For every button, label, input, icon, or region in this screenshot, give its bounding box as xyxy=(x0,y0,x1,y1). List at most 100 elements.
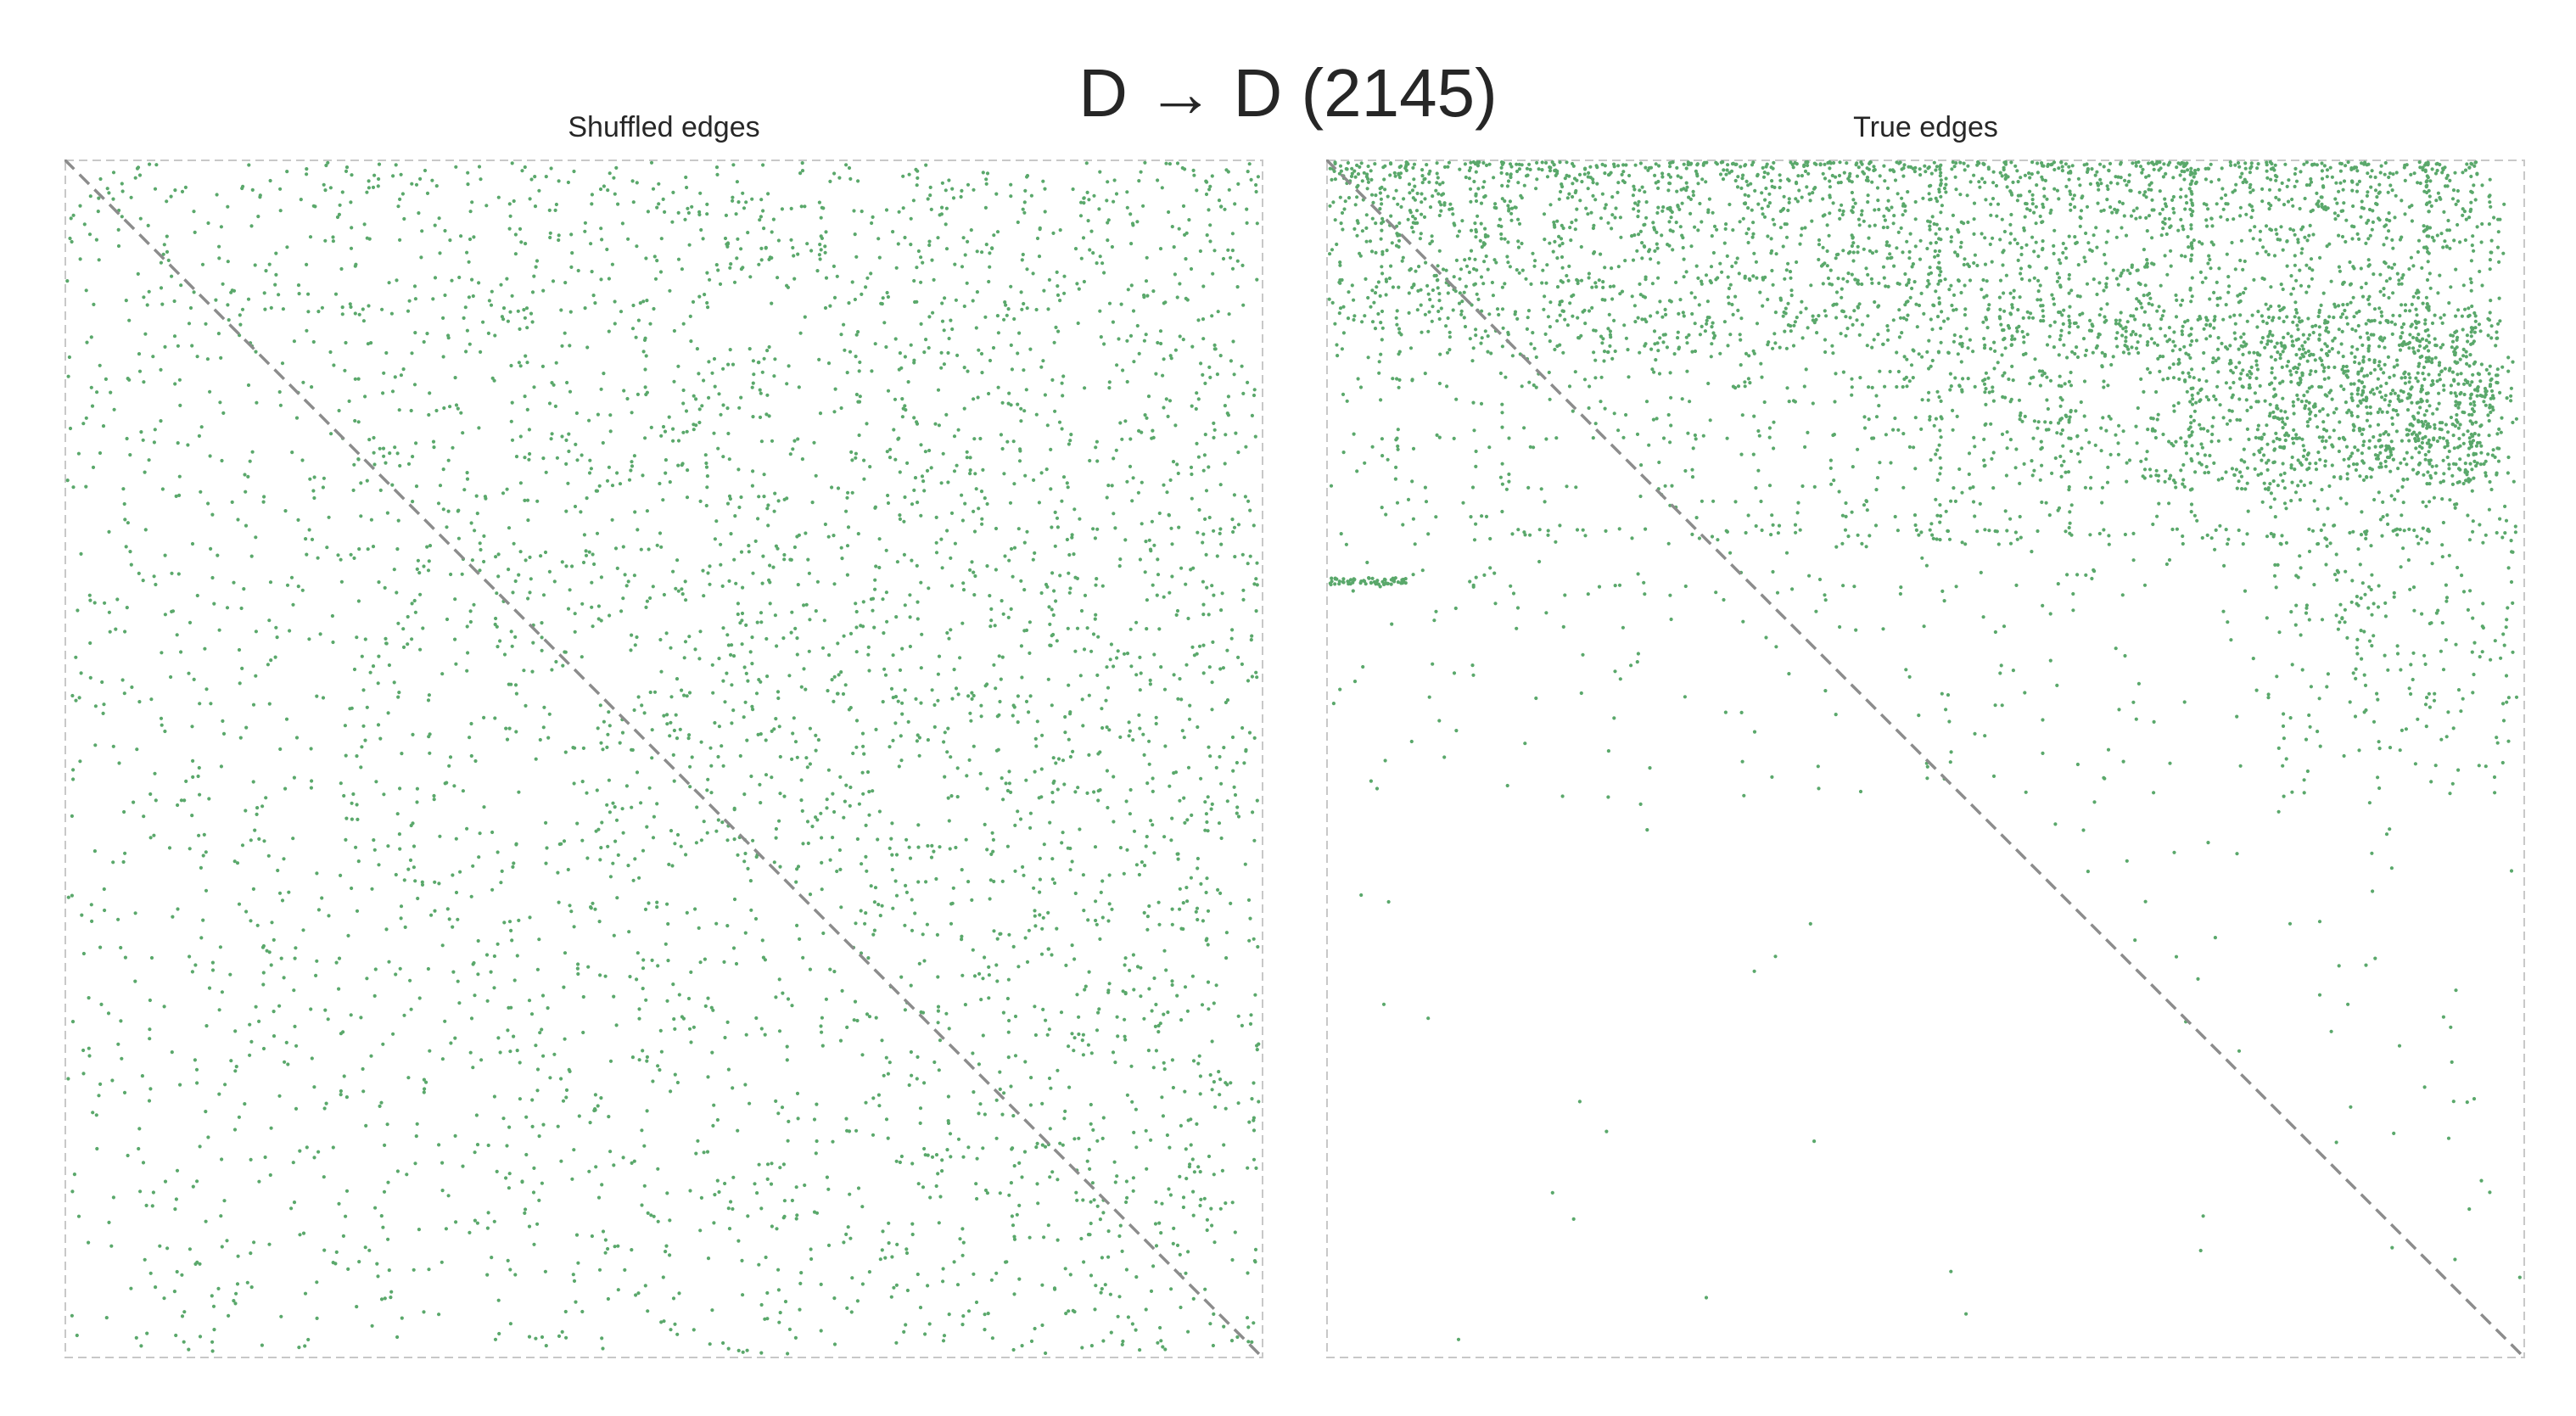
data-point xyxy=(509,928,513,932)
data-point xyxy=(1856,447,1860,451)
data-point xyxy=(765,349,770,353)
data-point xyxy=(867,1270,871,1274)
data-point xyxy=(414,182,419,187)
data-point xyxy=(1171,1085,1175,1090)
data-point xyxy=(912,488,916,492)
data-point xyxy=(415,1122,419,1126)
data-point xyxy=(708,277,712,282)
data-point xyxy=(1373,327,1378,331)
data-point xyxy=(1179,1018,1184,1022)
data-point xyxy=(2425,482,2429,486)
data-point xyxy=(2448,792,2452,796)
data-point xyxy=(772,727,776,731)
data-point xyxy=(174,1333,178,1338)
data-point xyxy=(938,1195,943,1199)
data-point xyxy=(904,1323,908,1327)
data-point xyxy=(1190,813,1194,818)
data-point xyxy=(217,256,221,260)
data-point xyxy=(365,705,369,709)
data-point xyxy=(761,209,765,213)
data-point xyxy=(378,446,382,451)
data-point xyxy=(148,836,153,840)
data-point xyxy=(1198,1203,1202,1208)
data-point xyxy=(672,328,677,333)
data-point xyxy=(671,1296,676,1301)
data-point xyxy=(143,332,148,336)
data-point xyxy=(446,509,451,513)
data-point xyxy=(860,1282,865,1286)
data-point xyxy=(1085,190,1089,194)
data-point xyxy=(631,303,636,308)
data-point xyxy=(197,434,201,438)
data-point xyxy=(975,249,979,254)
data-point xyxy=(393,375,397,379)
data-point xyxy=(372,993,377,998)
data-point xyxy=(641,299,646,304)
data-point xyxy=(1118,557,1123,562)
data-point xyxy=(610,262,615,266)
data-point xyxy=(1150,1009,1154,1013)
data-point xyxy=(1990,456,1994,461)
data-point xyxy=(648,322,652,326)
data-point xyxy=(508,310,512,314)
data-point xyxy=(884,208,889,212)
data-point xyxy=(1231,769,1235,773)
data-point xyxy=(2270,371,2274,375)
data-point xyxy=(762,227,766,231)
data-point xyxy=(1001,612,1005,616)
data-point xyxy=(818,257,822,261)
data-point xyxy=(682,693,686,697)
data-point xyxy=(1118,735,1123,740)
data-point xyxy=(204,850,208,854)
data-point xyxy=(568,1069,572,1073)
data-point xyxy=(344,837,348,842)
data-point xyxy=(751,838,755,842)
data-point xyxy=(2339,342,2344,346)
data-point xyxy=(698,191,703,195)
data-point xyxy=(2470,489,2474,493)
data-point xyxy=(2293,184,2297,188)
data-point xyxy=(2266,696,2271,700)
data-point xyxy=(580,453,584,457)
data-point xyxy=(593,1093,598,1097)
data-point xyxy=(1203,381,1207,385)
data-point xyxy=(1157,1221,1162,1225)
data-point xyxy=(974,1300,979,1305)
data-point xyxy=(1033,1326,1037,1331)
data-point xyxy=(514,730,518,734)
data-point xyxy=(173,382,177,386)
data-point xyxy=(1255,277,1259,282)
data-point xyxy=(1091,251,1095,255)
data-point xyxy=(944,247,949,251)
data-point xyxy=(2150,303,2154,307)
data-point xyxy=(1127,734,1131,738)
data-point xyxy=(523,316,528,320)
data-point xyxy=(898,513,902,518)
data-point xyxy=(219,764,223,769)
data-point xyxy=(595,489,600,493)
data-point xyxy=(223,1083,227,1087)
data-point xyxy=(469,894,473,898)
data-point xyxy=(1162,1067,1167,1072)
data-point xyxy=(978,436,983,441)
data-point xyxy=(557,1334,562,1338)
data-point xyxy=(1002,472,1006,476)
data-point xyxy=(316,310,321,314)
data-point xyxy=(1766,171,1770,176)
data-point xyxy=(2075,573,2080,577)
data-point xyxy=(1148,682,1152,686)
data-point xyxy=(789,630,793,635)
data-point xyxy=(1846,251,1851,255)
data-point xyxy=(1208,375,1212,379)
data-point xyxy=(308,477,312,481)
data-point xyxy=(1087,970,1091,974)
data-point xyxy=(871,1096,876,1100)
data-point xyxy=(627,478,632,482)
data-point xyxy=(485,1226,490,1230)
data-point xyxy=(854,719,860,723)
data-point xyxy=(2325,544,2329,548)
data-point xyxy=(1112,456,1116,461)
data-point xyxy=(972,1272,976,1276)
data-point xyxy=(372,462,377,467)
data-point xyxy=(803,315,807,319)
